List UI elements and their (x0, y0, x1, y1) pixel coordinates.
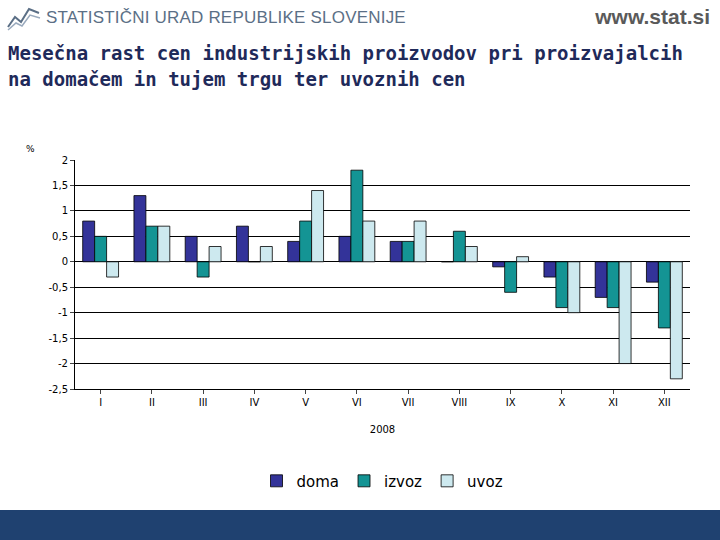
svg-text:XII: XII (658, 397, 671, 408)
svg-text:I: I (99, 397, 102, 408)
svg-text:XI: XI (608, 397, 618, 408)
svg-text:1: 1 (62, 205, 68, 216)
svg-text:1,5: 1,5 (52, 180, 68, 191)
svg-text:2008: 2008 (370, 424, 395, 435)
svg-text:III: III (199, 397, 208, 408)
html-text:Mesečna rast cen industrijskih: Mesečna rast cen industrijskih proizvodo… (8, 42, 683, 90)
svg-text:X: X (558, 397, 565, 408)
svg-text:IX: IX (506, 397, 516, 408)
svg-text:uvoz: uvoz (467, 473, 503, 491)
svg-text:-2,5: -2,5 (48, 384, 68, 395)
svg-text:%: % (26, 144, 35, 154)
html-text:www.stat.si: www.stat.si (595, 5, 710, 28)
svg-text:-0,5: -0,5 (48, 282, 68, 293)
svg-text:IV: IV (249, 397, 259, 408)
svg-text:-1: -1 (58, 307, 68, 318)
svg-text:VIII: VIII (452, 397, 468, 408)
svg-text:0: 0 (62, 256, 68, 267)
svg-text:-1,5: -1,5 (48, 333, 68, 344)
svg-text:II: II (149, 397, 155, 408)
html-text:STATISTIČNI URAD REPUBLIKE SLO: STATISTIČNI URAD REPUBLIKE SLOVENIJE (46, 8, 406, 27)
svg-text:-2: -2 (58, 358, 68, 369)
svg-text:VII: VII (402, 397, 415, 408)
svg-text:doma: doma (297, 473, 340, 491)
svg-text:V: V (302, 397, 309, 408)
svg-text:2: 2 (62, 155, 68, 166)
svg-text:izvoz: izvoz (384, 473, 422, 491)
svg-text:VI: VI (352, 397, 362, 408)
svg-text:0,5: 0,5 (52, 231, 68, 242)
